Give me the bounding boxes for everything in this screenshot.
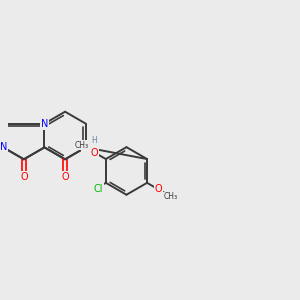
Text: O: O [61,172,69,182]
Text: CH₃: CH₃ [75,141,89,150]
Text: O: O [91,148,98,158]
Text: O: O [20,172,28,182]
Text: N: N [0,142,7,152]
Text: O: O [154,184,162,194]
Text: Cl: Cl [93,184,103,194]
Text: H: H [91,136,97,145]
Text: N: N [82,142,89,152]
Text: CH₃: CH₃ [164,192,178,201]
Text: N: N [41,118,48,129]
